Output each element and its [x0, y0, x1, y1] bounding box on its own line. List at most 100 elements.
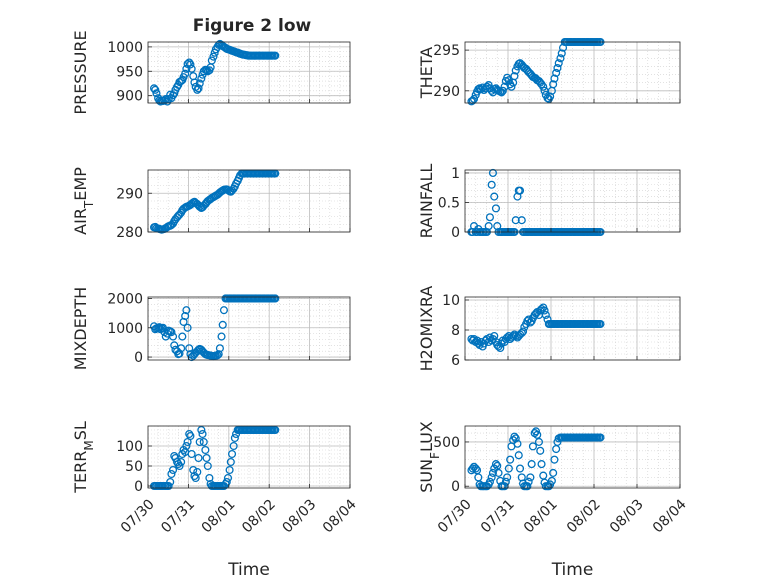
axes-box — [464, 425, 681, 489]
data-point — [166, 477, 175, 487]
data-point — [513, 439, 522, 448]
data-point — [550, 455, 559, 464]
axes-box — [147, 296, 351, 361]
data-point — [185, 344, 194, 353]
data-point — [543, 315, 552, 324]
data-point — [177, 457, 186, 467]
y-tick-label: 0 — [451, 479, 460, 495]
subplot-air_temp: 280 290 AIRTEMP — [71, 167, 351, 241]
data-point — [213, 351, 222, 360]
y-tick-label: 290 — [433, 84, 460, 100]
data-point — [219, 306, 229, 315]
data-point — [181, 69, 190, 78]
y-axis-label: PRESSURE — [71, 30, 90, 114]
data-point — [487, 473, 496, 482]
y-tick-label: 900 — [116, 89, 143, 105]
data-point — [226, 457, 235, 467]
data-point — [182, 306, 191, 315]
y-tick-label: 0 — [134, 479, 143, 495]
data-point — [526, 473, 535, 482]
data-point — [540, 306, 549, 315]
data-point — [506, 455, 515, 464]
data-point — [187, 449, 196, 459]
data-point — [511, 216, 520, 225]
data-point — [547, 476, 556, 485]
data-point — [187, 64, 196, 73]
data-point — [468, 464, 477, 473]
data-point — [217, 332, 226, 341]
data-point — [528, 442, 537, 451]
axes-box — [147, 425, 351, 489]
data-point — [199, 437, 208, 447]
y-tick-label: 6 — [451, 353, 460, 369]
data-point — [194, 84, 203, 93]
y-tick-label: 1000 — [107, 321, 143, 337]
data-point — [225, 465, 234, 475]
data-point — [484, 222, 493, 231]
data-point — [515, 186, 525, 195]
data-point — [183, 59, 192, 69]
data-point — [549, 80, 558, 89]
data-point — [271, 294, 280, 303]
data-point — [469, 94, 479, 103]
data-point — [198, 429, 207, 439]
y-axis-label: AIRTEMP — [71, 167, 96, 235]
data-point — [510, 72, 519, 81]
data-point — [517, 216, 526, 225]
data-point — [218, 320, 227, 329]
data-point — [526, 318, 535, 327]
data-point — [186, 60, 195, 69]
data-point — [209, 52, 218, 61]
data-point — [552, 68, 561, 77]
data-point — [487, 336, 496, 345]
data-point — [215, 344, 224, 353]
data-point — [507, 82, 516, 91]
data-point — [230, 433, 239, 443]
y-tick-label: 100 — [116, 439, 143, 455]
data-point — [550, 74, 559, 83]
data-point — [223, 473, 233, 483]
data-point — [536, 446, 545, 455]
data-point — [197, 425, 206, 435]
y-tick-label: 10 — [442, 293, 460, 309]
x-axis-label: Time — [551, 560, 594, 580]
data-point — [207, 56, 216, 65]
data-point — [531, 427, 540, 436]
axes-box — [464, 296, 681, 361]
y-tick-label: 290 — [116, 186, 143, 202]
y-axis-label: RAINFALL — [417, 164, 436, 239]
data-point — [511, 66, 520, 75]
data-point — [503, 473, 512, 482]
data-point — [150, 84, 159, 93]
data-point — [229, 441, 238, 451]
data-point — [271, 425, 280, 435]
data-point — [203, 461, 212, 471]
y-tick-label: 1 — [451, 166, 460, 182]
data-point — [539, 82, 548, 91]
subplot-mixdepth: 0 1000 2000 MIXDEPTH — [71, 287, 351, 370]
data-point — [222, 477, 231, 487]
data-point — [197, 74, 206, 83]
data-point — [556, 54, 565, 63]
data-point — [557, 49, 566, 58]
data-point — [214, 350, 223, 359]
data-point — [491, 460, 501, 469]
y-axis-label: MIXDEPTH — [71, 287, 90, 370]
data-point — [186, 431, 195, 441]
data-point — [175, 349, 184, 358]
data-point — [485, 477, 494, 486]
data-point — [195, 79, 204, 88]
data-point — [195, 437, 204, 447]
data-point — [524, 477, 533, 486]
y-tick-label: 295 — [433, 43, 460, 59]
data-point — [523, 482, 532, 491]
data-point — [201, 445, 210, 455]
axes-box — [464, 41, 681, 104]
plot-area — [148, 297, 350, 360]
data-point — [494, 468, 503, 477]
data-point — [510, 432, 519, 441]
y-tick-label: 2000 — [107, 291, 143, 307]
data-point — [534, 437, 544, 446]
y-tick-label: 8 — [451, 323, 460, 339]
